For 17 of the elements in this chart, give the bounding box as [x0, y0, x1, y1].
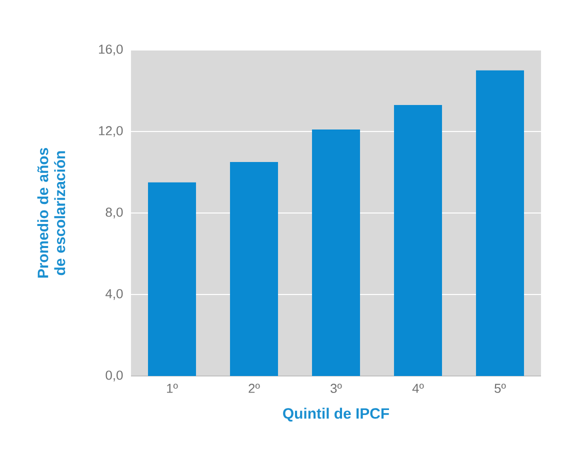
x-tick-label: 3º: [330, 384, 342, 393]
x-tick-label: 1º: [167, 384, 178, 393]
x-axis-title: Quintil de IPCF: [283, 408, 390, 422]
x-tick-label: 2º: [248, 384, 260, 393]
y-tick-label: 8,0: [106, 208, 123, 218]
y-tick-label: 4,0: [106, 289, 123, 300]
x-tick-label: 4º: [412, 384, 424, 393]
bar: [394, 105, 442, 376]
y-tick-label: 0,0: [106, 370, 123, 382]
bar: [312, 129, 360, 376]
y-tick-label: 12,0: [99, 126, 123, 137]
y-tick-label: 16,0: [99, 44, 123, 56]
y-axis-title: Promedio de años de escolarización: [37, 148, 66, 278]
bar: [476, 70, 524, 376]
bar: [148, 182, 196, 376]
x-tick-label: 5º: [494, 384, 506, 393]
bar: [230, 162, 278, 376]
